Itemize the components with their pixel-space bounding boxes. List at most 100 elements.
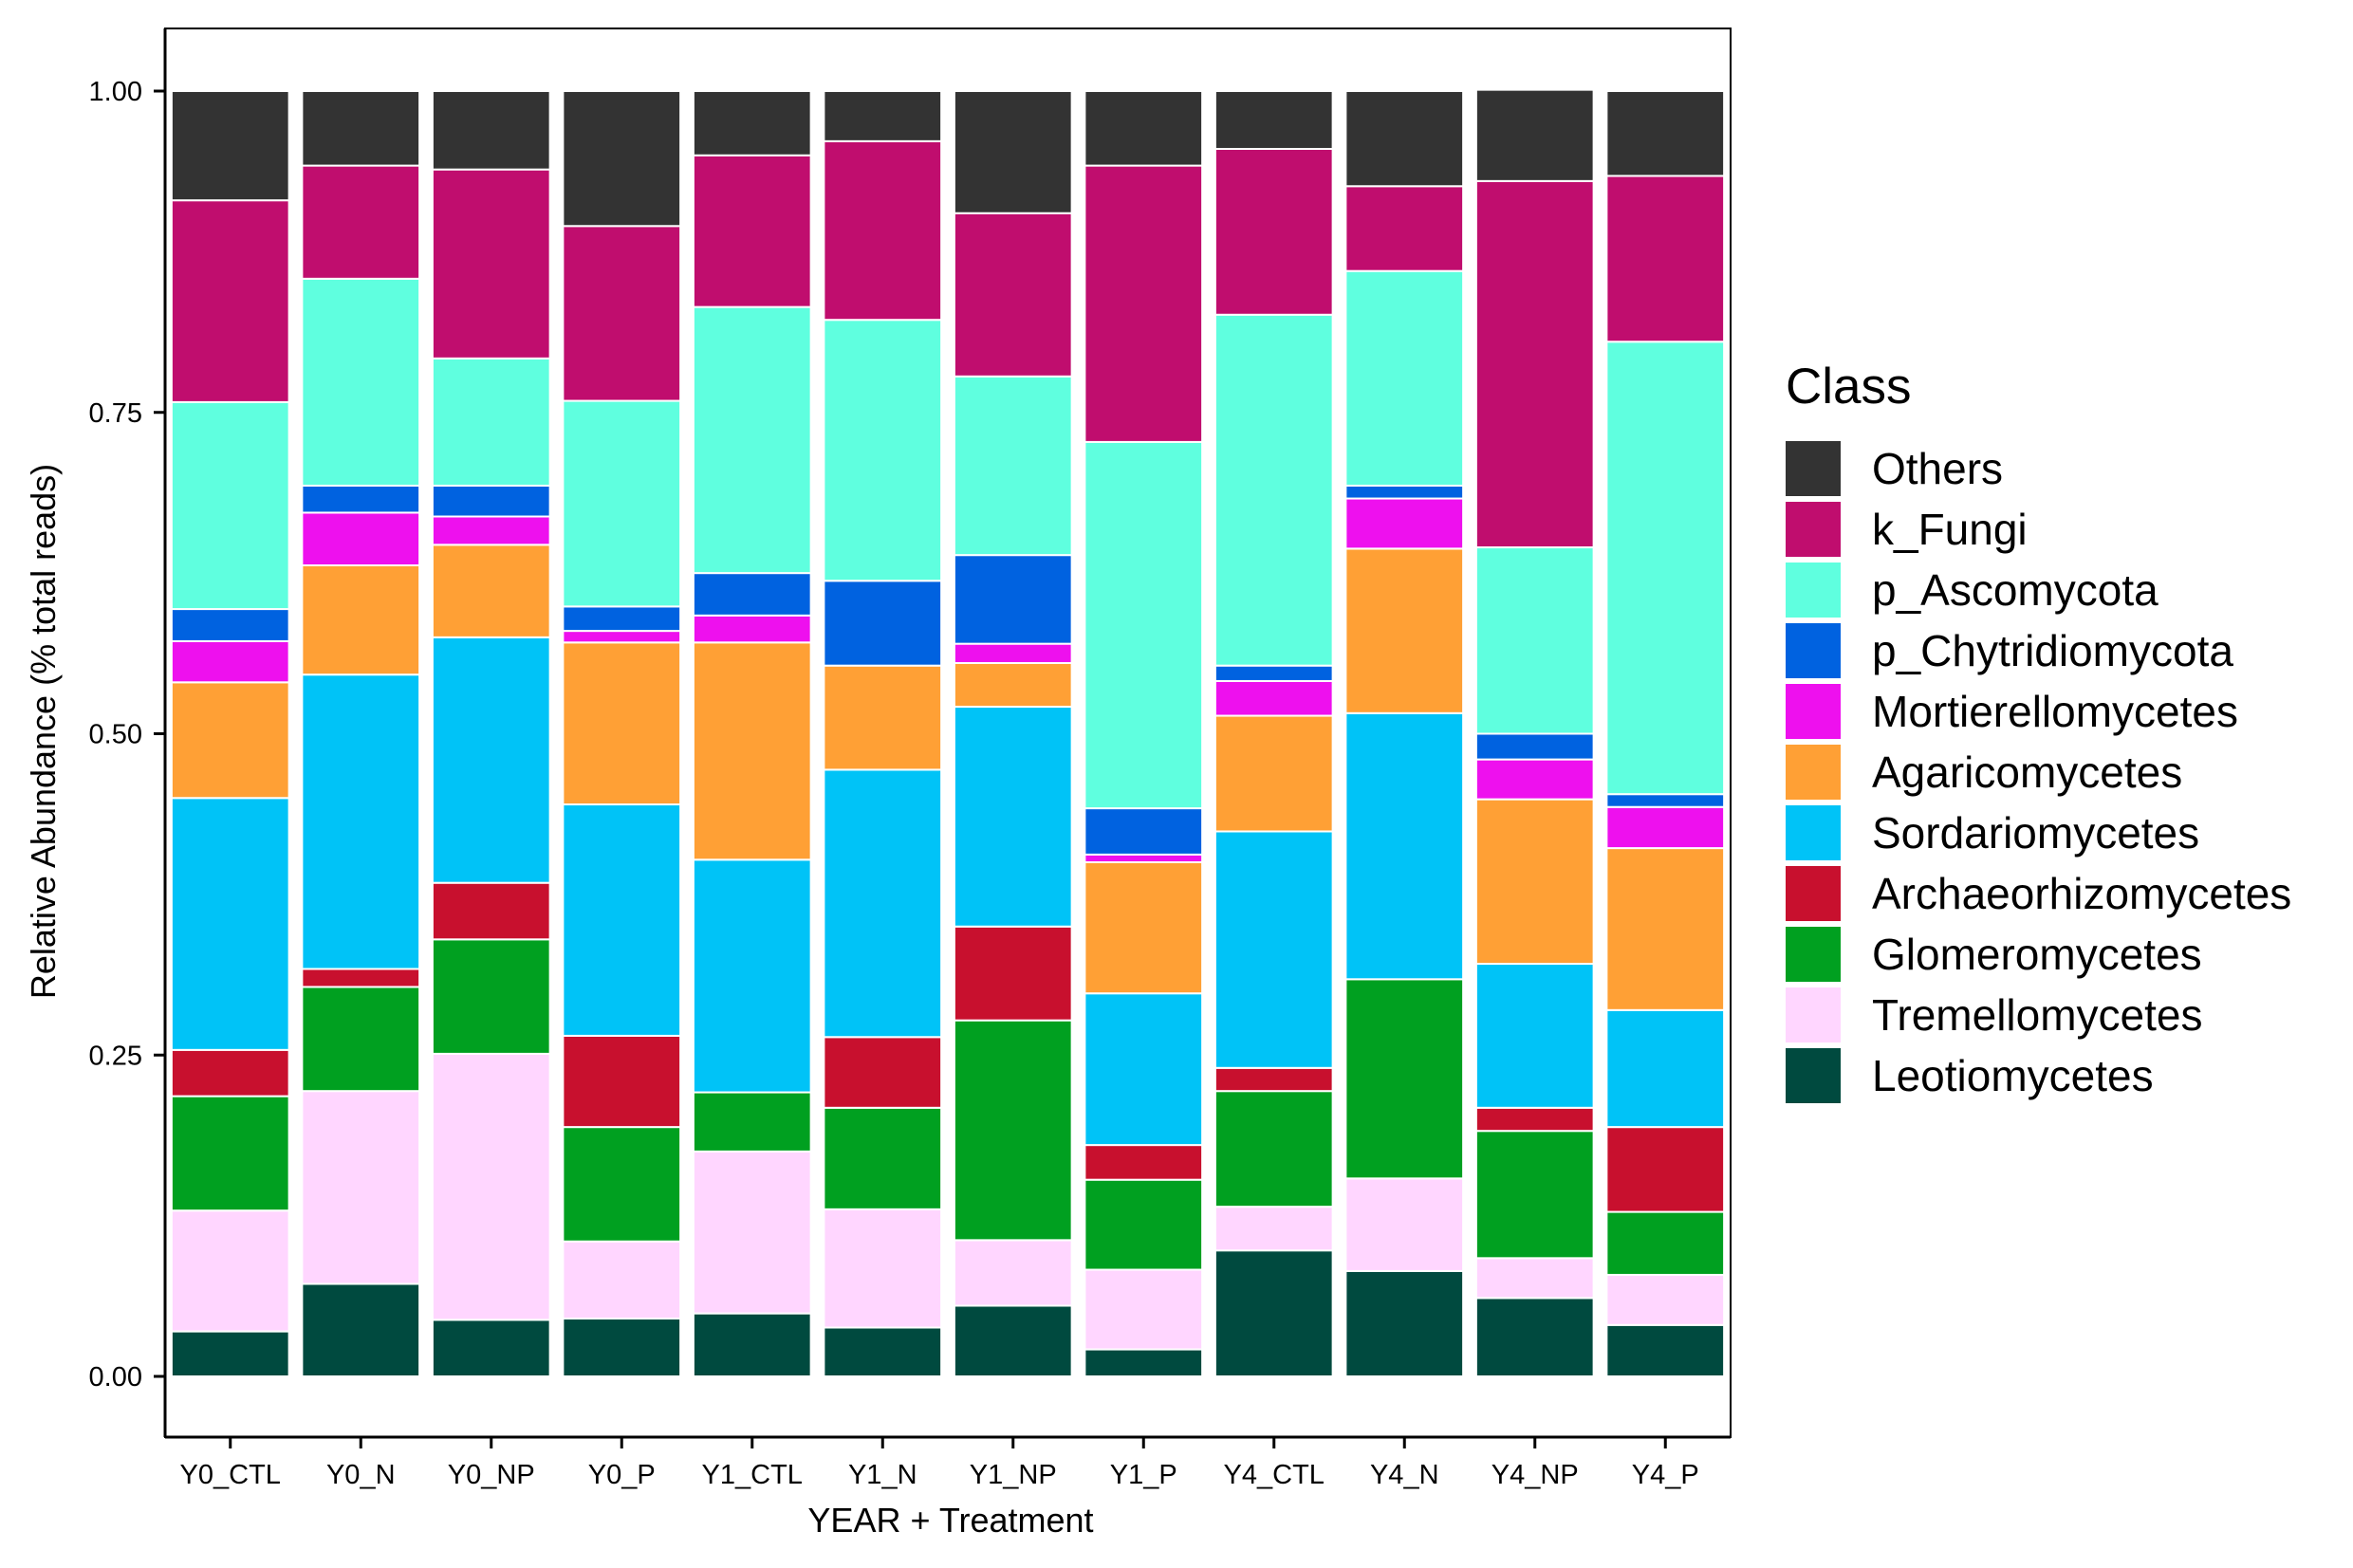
x-tick-label: Y4_P bbox=[1632, 1460, 1699, 1490]
bar-segment bbox=[1605, 805, 1726, 850]
x-tick-label: Y0_CTL bbox=[180, 1460, 281, 1490]
bar-segment bbox=[301, 484, 421, 514]
bar-segment bbox=[301, 1282, 421, 1377]
legend: Class Others k_Fungi p_Ascomycota p_Chytrid… bbox=[1786, 359, 2291, 1103]
bar-segment bbox=[170, 90, 290, 202]
bar-segment bbox=[1605, 90, 1726, 177]
bar-segment bbox=[170, 1330, 290, 1377]
bar-segment bbox=[301, 277, 421, 487]
bar-segment bbox=[1084, 861, 1204, 995]
bar-segment bbox=[1214, 1249, 1334, 1377]
bar-segment bbox=[1084, 1178, 1204, 1271]
legend-label: p_Chytridiomycota bbox=[1872, 626, 2233, 675]
bar-segment bbox=[562, 1240, 682, 1320]
bar-segment bbox=[953, 661, 1073, 709]
bar-segment bbox=[1084, 1144, 1204, 1181]
bar-segment bbox=[823, 1106, 943, 1210]
bar-segment bbox=[1214, 714, 1334, 833]
legend-key bbox=[1786, 745, 1841, 800]
bar-segment bbox=[953, 90, 1073, 214]
bar-segment bbox=[953, 925, 1073, 1022]
bar-segment bbox=[1084, 90, 1204, 167]
bar-segment bbox=[823, 580, 943, 667]
bar-segment bbox=[1214, 664, 1334, 682]
bar-segment bbox=[1084, 807, 1204, 856]
legend-key bbox=[1786, 1048, 1841, 1103]
bar-segment bbox=[823, 139, 943, 322]
bar-segment bbox=[1344, 269, 1465, 487]
legend-key bbox=[1786, 987, 1841, 1042]
bar-segment bbox=[170, 400, 290, 611]
bar-segment bbox=[1214, 147, 1334, 316]
bar-segment bbox=[1605, 1273, 1726, 1326]
legend-key bbox=[1786, 927, 1841, 982]
bar-segment bbox=[1214, 90, 1334, 150]
bar-segment bbox=[1084, 164, 1204, 443]
bar-segment bbox=[431, 484, 551, 518]
bar-segment bbox=[1214, 679, 1334, 717]
bar-segment bbox=[562, 1034, 682, 1129]
bar-segment bbox=[823, 1326, 943, 1378]
bar-segment bbox=[823, 319, 943, 582]
bar-segment bbox=[1474, 1297, 1595, 1377]
bar-segment bbox=[431, 881, 551, 941]
bar-segment bbox=[301, 164, 421, 280]
x-tick-label: Y0_N bbox=[326, 1460, 396, 1490]
x-tick-label: Y1_P bbox=[1110, 1460, 1177, 1490]
bar-segment bbox=[692, 1150, 812, 1315]
bar-segment bbox=[562, 399, 682, 608]
bar-segment bbox=[1474, 1106, 1595, 1133]
bar-segment bbox=[1344, 1177, 1465, 1272]
legend-label: Leotiomycetes bbox=[1872, 1051, 2154, 1100]
bar-segment bbox=[692, 858, 812, 1094]
bar-segment bbox=[1474, 179, 1595, 549]
bar-segment bbox=[431, 636, 551, 884]
legend-key bbox=[1786, 684, 1841, 739]
legend-label: k_Fungi bbox=[1872, 505, 2028, 554]
bar-segment bbox=[301, 673, 421, 970]
bar-segment bbox=[431, 515, 551, 546]
bar-segment bbox=[1214, 1090, 1334, 1208]
bar-segment bbox=[1214, 1066, 1334, 1093]
bar-segment bbox=[1214, 313, 1334, 667]
bar-segment bbox=[692, 305, 812, 575]
bar-segment bbox=[692, 614, 812, 644]
bar-segment bbox=[170, 608, 290, 642]
bar-segment bbox=[562, 1126, 682, 1243]
legend-label: Agaricomycetes bbox=[1872, 747, 2182, 797]
y-tick-label: 0.00 bbox=[89, 1362, 142, 1393]
bar-segment bbox=[431, 938, 551, 1055]
bar-segment bbox=[301, 1090, 421, 1285]
bar-segment bbox=[1474, 1257, 1595, 1300]
bar-segment bbox=[170, 1048, 290, 1098]
bar-segment bbox=[1344, 547, 1465, 714]
bar-segment bbox=[1214, 1206, 1334, 1252]
bar-segment bbox=[953, 1019, 1073, 1242]
bar-segment bbox=[692, 641, 812, 861]
bar-segment bbox=[692, 1312, 812, 1377]
bar-segment bbox=[301, 968, 421, 988]
bar-segment bbox=[1084, 992, 1204, 1147]
bar-segment bbox=[1214, 830, 1334, 1069]
bar-segment bbox=[562, 641, 682, 806]
bar-segment bbox=[1474, 963, 1595, 1109]
bar-segment bbox=[1474, 1130, 1595, 1260]
bar-segment bbox=[1474, 546, 1595, 735]
bar-segment bbox=[1474, 88, 1595, 182]
bar-segment bbox=[562, 1318, 682, 1378]
bar-segment bbox=[953, 554, 1073, 645]
bar-segment bbox=[301, 90, 421, 167]
y-tick-label: 0.50 bbox=[89, 720, 142, 750]
bar-segment bbox=[431, 357, 551, 487]
axes: 0.00 0.25 0.50 0.75 1.00 Y0_CTL Y0_N Y0_NP Y0_P Y… bbox=[89, 28, 1732, 1490]
bar-segment bbox=[170, 681, 290, 800]
bar-segment bbox=[431, 1052, 551, 1321]
bar-segment bbox=[170, 1095, 290, 1212]
x-tick-label: Y1_NP bbox=[970, 1460, 1057, 1490]
bar-segment bbox=[1605, 1210, 1726, 1276]
x-tick-label: Y4_CTL bbox=[1224, 1460, 1325, 1490]
bar-segment bbox=[823, 90, 943, 142]
bar-segment bbox=[431, 544, 551, 638]
x-tick-label: Y0_NP bbox=[448, 1460, 535, 1490]
legend-label: Glomeromycetes bbox=[1872, 930, 2202, 979]
